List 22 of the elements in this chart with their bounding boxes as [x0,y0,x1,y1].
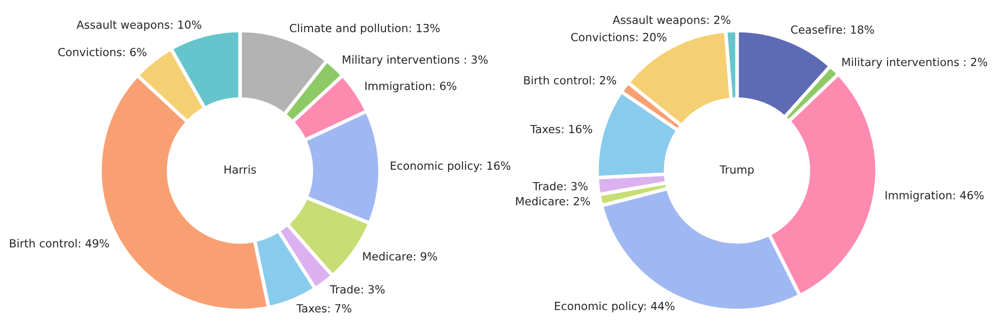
slice-label: Economic policy: 16% [390,161,510,172]
slice-label: Birth control: 2% [524,76,616,84]
slice-label: Convictions: 20% [571,32,666,42]
slice-label: Immigration: 46% [886,190,984,202]
slice-label: Immigration: 6% [365,82,456,92]
slice-label: Trade: 3% [532,182,588,190]
text: Trump [720,165,754,176]
slice-label: Ceasefire: 18% [791,25,874,34]
text: Harris [224,165,256,174]
slice-label: Medicare: 2% [516,196,590,206]
slice-label: Trade: 3% [330,284,385,294]
slice-label: Medicare: 9% [363,252,438,261]
slice-label: Assault weapons: 10% [76,20,202,32]
slice-label: Birth control: 49% [10,238,110,248]
slice-label: Assault weapons: 2% [612,15,730,26]
slice-label: Convictions: 6% [58,48,146,56]
slice-label: Military interventions : 3% [342,55,488,66]
slice-label: Climate and pollution: 13% [290,24,440,34]
slice-label: Taxes: 16% [530,124,592,134]
slice-label: Military interventions : 2% [842,58,988,68]
slice-label: Taxes: 7% [296,304,352,312]
slice-label: Economic policy: 44% [555,302,675,312]
